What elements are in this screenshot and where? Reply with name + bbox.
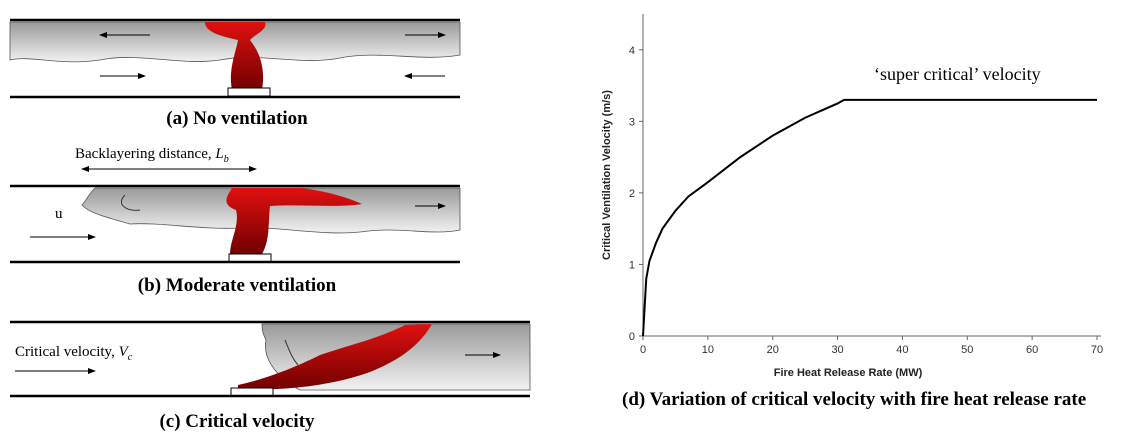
diagram-b: Backlayering distance, Lb u (b) Moderate… <box>10 146 461 296</box>
caption: (c) Critical velocity <box>159 411 315 432</box>
diagram-a: (a) No ventilation <box>9 18 461 129</box>
x-tick-label: 30 <box>831 344 843 356</box>
x-axis-title: Fire Heat Release Rate (MW) <box>774 367 923 379</box>
x-tick-label: 60 <box>1026 344 1038 356</box>
y-tick-label: 4 <box>629 45 635 57</box>
x-tick-label: 10 <box>702 344 714 356</box>
x-tick-label: 50 <box>961 344 973 356</box>
label-subscript: b <box>224 154 229 165</box>
smoke <box>81 187 461 234</box>
span-label: Backlayering distance, Lb <box>75 146 229 165</box>
y-tick-label: 2 <box>629 188 635 200</box>
annotation: ‘super critical’ velocity <box>874 64 1041 84</box>
label-text: Backlayering distance, <box>75 146 212 162</box>
burner <box>227 87 271 97</box>
flow-label: Critical velocity, Vc <box>15 344 133 363</box>
label-text: Critical velocity, <box>15 344 115 360</box>
fire <box>238 324 432 390</box>
smoke <box>9 21 461 63</box>
x-tick-label: 20 <box>767 344 779 356</box>
y-tick-label: 3 <box>629 116 635 128</box>
diagram-c: Critical velocity, Vc (c) Critical veloc… <box>10 320 531 432</box>
y-tick-label: 0 <box>629 331 635 343</box>
label-symbol: L <box>214 146 223 162</box>
line <box>642 98 1097 337</box>
label-symbol: V <box>119 344 130 360</box>
fire <box>205 22 266 90</box>
flow-label: u <box>55 206 63 222</box>
x-tick-label: 0 <box>640 344 646 356</box>
x-tick-label: 40 <box>896 344 908 356</box>
eddy <box>284 339 299 366</box>
chart: Fire Heat Release Rate (MW) Critical Ven… <box>601 14 1103 379</box>
label-subscript: c <box>128 352 133 363</box>
caption: (b) Moderate ventilation <box>138 275 337 296</box>
caption: (a) No ventilation <box>166 108 308 129</box>
eddy <box>120 194 141 211</box>
fire <box>226 188 362 254</box>
x-tick-label: 70 <box>1091 344 1103 356</box>
y-axis-title: Critical Ventilation Velocity (m/s) <box>601 90 613 260</box>
y-tick-label: 1 <box>629 259 635 271</box>
chart-caption: (d) Variation of critical velocity with … <box>622 389 1087 410</box>
